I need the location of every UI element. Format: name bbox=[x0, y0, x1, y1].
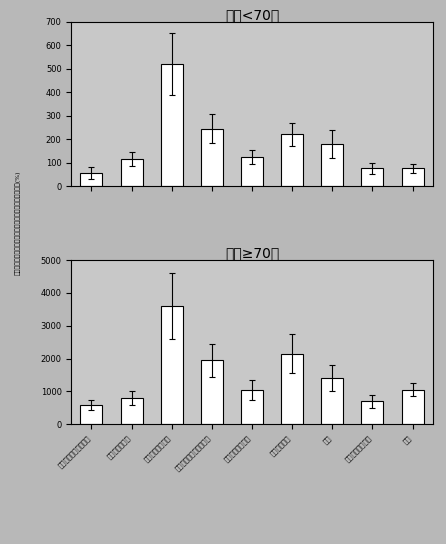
Bar bbox=[401, 169, 424, 186]
Bar bbox=[201, 360, 223, 424]
Bar bbox=[321, 378, 343, 424]
Bar bbox=[241, 390, 263, 424]
Bar bbox=[401, 390, 424, 424]
Title: 年龄<70岁: 年龄<70岁 bbox=[225, 8, 279, 22]
Bar bbox=[361, 169, 384, 186]
Bar bbox=[80, 405, 103, 424]
Bar bbox=[120, 398, 143, 424]
Bar bbox=[201, 128, 223, 186]
Title: 年龄≥70岁: 年龄≥70岁 bbox=[225, 246, 279, 260]
Text: 重症监护大中专院校患者住院心脏骤停复苏后出院存活率(%): 重症监护大中专院校患者住院心脏骤停复苏后出院存活率(%) bbox=[15, 171, 21, 275]
Bar bbox=[281, 134, 303, 186]
Bar bbox=[161, 64, 183, 186]
Bar bbox=[161, 306, 183, 424]
Bar bbox=[281, 354, 303, 424]
Bar bbox=[361, 401, 384, 424]
Bar bbox=[241, 157, 263, 186]
Bar bbox=[321, 144, 343, 186]
Bar bbox=[80, 173, 103, 186]
Bar bbox=[120, 159, 143, 186]
